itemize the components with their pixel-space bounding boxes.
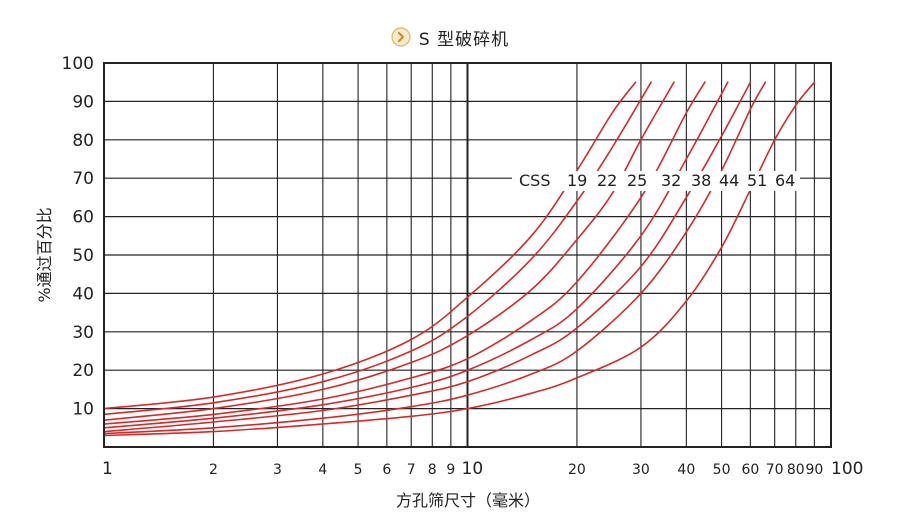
series-line-css-44 [103, 81, 752, 433]
x-tick-label-3: 3 [273, 462, 282, 478]
y-tick-label-70: 70 [72, 169, 94, 189]
y-axis-ticks: 10 20 30 40 50 60 70 80 90 100 [62, 54, 94, 420]
y-tick-label-30: 30 [72, 323, 94, 343]
css-legend-background [512, 170, 800, 191]
x-tick-label-80: 80 [787, 462, 805, 478]
x-axis-ticks: 1 2 3 4 5 6 7 8 9 10 20 30 40 50 60 70 80 90 100 [102, 459, 863, 479]
x-tick-label-10: 10 [462, 459, 484, 479]
series-line-css-25 [103, 81, 675, 421]
series-line-css-32 [103, 81, 706, 425]
css-legend-label-25: 25 [627, 171, 647, 190]
css-legend-label-22: 22 [597, 171, 617, 190]
y-tick-label-20: 20 [72, 361, 94, 381]
x-tick-label-8: 8 [428, 462, 437, 478]
x-tick-label-4: 4 [318, 462, 327, 478]
css-legend-label-64: 64 [775, 171, 795, 190]
x-tick-label-50: 50 [713, 462, 731, 478]
x-tick-label-5: 5 [354, 462, 363, 478]
y-axis-label: %通过百分比 [35, 207, 54, 302]
x-tick-label-40: 40 [677, 462, 695, 478]
y-tick-label-10: 10 [72, 400, 94, 420]
x-tick-label-20: 20 [568, 462, 586, 478]
y-tick-label-90: 90 [72, 92, 94, 112]
css-legend-label-38: 38 [691, 171, 711, 190]
y-tick-label-100: 100 [62, 54, 94, 74]
css-legend-label-19: 19 [567, 171, 587, 190]
x-tick-label-90: 90 [805, 462, 823, 478]
x-tick-label-2: 2 [209, 462, 218, 478]
x-tick-label-100: 100 [831, 459, 863, 479]
series-line-css-38 [103, 81, 729, 429]
y-tick-label-50: 50 [72, 246, 94, 266]
series-line-css-64 [103, 81, 816, 437]
chart-title-bar: S 型破碎机 [0, 22, 900, 52]
css-legend-prefix: CSS [519, 171, 550, 190]
series-line-css-22 [103, 81, 652, 416]
y-tick-label-80: 80 [72, 131, 94, 151]
chart-title: S 型破碎机 [418, 29, 510, 50]
y-tick-label-60: 60 [72, 208, 94, 228]
y-tick-label-40: 40 [72, 284, 94, 304]
plot-frame [103, 62, 832, 448]
x-tick-label-60: 60 [741, 462, 759, 478]
x-tick-label-30: 30 [632, 462, 650, 478]
css-legend: CSS 19 22 25 32 38 44 51 64 [512, 170, 800, 191]
x-tick-label-1: 1 [102, 459, 113, 479]
series-line-css-19 [103, 81, 637, 410]
series-lines [103, 81, 816, 437]
x-axis-label: 方孔筛尺寸（毫米） [396, 491, 540, 510]
plot-border [103, 62, 832, 448]
css-legend-label-51: 51 [747, 171, 767, 190]
x-tick-label-9: 9 [446, 462, 455, 478]
chevron-right-icon [391, 27, 411, 47]
series-line-css-51 [103, 81, 767, 435]
css-legend-label-44: 44 [719, 171, 739, 190]
x-tick-label-70: 70 [766, 462, 784, 478]
grid [103, 62, 832, 447]
x-tick-label-7: 7 [407, 462, 416, 478]
x-tick-label-6: 6 [382, 462, 391, 478]
css-legend-label-32: 32 [661, 171, 681, 190]
